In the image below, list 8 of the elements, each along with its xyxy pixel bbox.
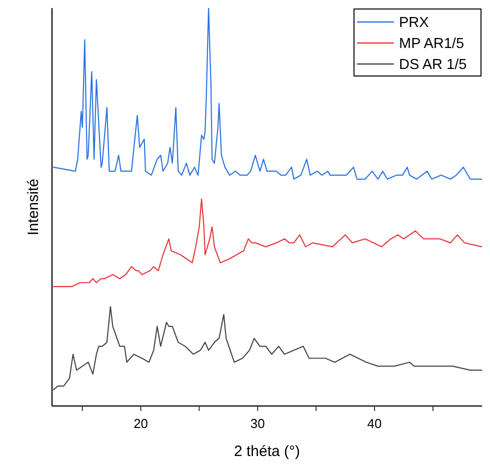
y-axis-title: Intensité: [25, 178, 42, 236]
x-tick-label: 20: [134, 416, 148, 431]
x-tick-label: 30: [250, 416, 265, 431]
legend-label: MP AR1/5: [399, 36, 464, 52]
legend-label: PRX: [399, 15, 430, 31]
x-axis-title: 2 théta (°): [234, 443, 300, 460]
x-tick-label: 40: [367, 416, 382, 431]
legend-label: DS AR 1/5: [399, 57, 467, 73]
